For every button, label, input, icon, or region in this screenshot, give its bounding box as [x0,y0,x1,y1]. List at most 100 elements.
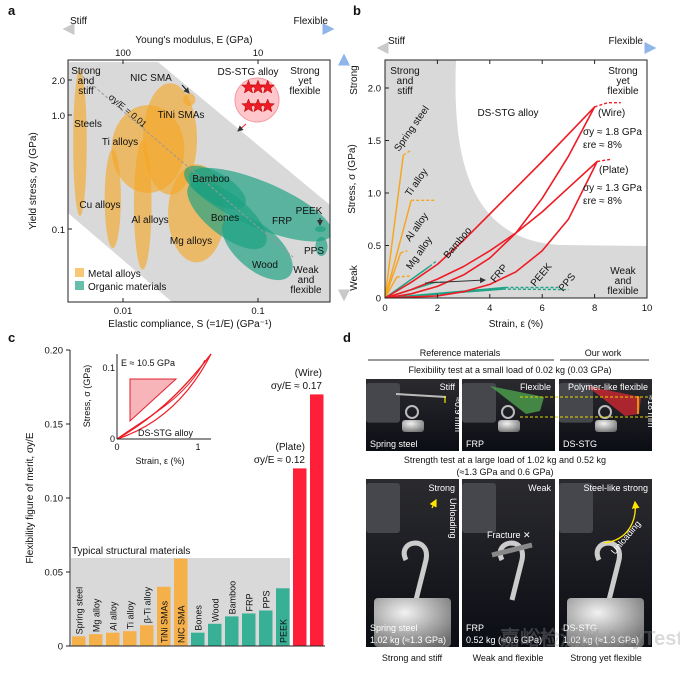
inset-xtick-1: 1 [195,442,200,452]
region-label-bones: Bones [211,213,239,224]
corner-strong-stiff-3: stiff [78,86,94,97]
dsstg-star-point [260,79,276,94]
dsstg-star-point [260,98,276,113]
y-axis-title-b: Stress, σ (GPa) [347,144,358,214]
hook-icon [405,405,419,419]
guide-line [74,69,294,258]
clamp-fixture [366,383,400,423]
bar-pps [259,610,273,646]
curve-extension-ds-stg-alloy-wire [594,101,621,108]
inset-y-title: Stress, σ (GPa) [82,365,92,428]
region-pps [315,237,328,256]
panel-label-c: c [8,330,15,345]
legend-swatch-organic [75,281,84,290]
photo-name: DS-STG [563,623,597,633]
dsstg-label-a: DS-STG alloy [217,67,278,78]
flexible-label: Flexible [294,16,329,27]
flex-test-photo-spring-steel: Stiff Spring steel ≈0.9 mm [366,379,463,451]
clamp-fixture [559,483,593,533]
y-tick-1: 1.0 [52,111,65,122]
strength-test-subtitle: (≈1.3 GPa and 0.6 GPa) [457,467,554,477]
x-axis-title-a: Elastic compliance, S (=1/E) (GPa⁻¹) [108,319,271,330]
region-cu-alloys [104,149,121,249]
x-tick-label: 6 [540,303,545,314]
corner-strong-flexible-2: yet [298,76,312,87]
hook-icon [401,540,429,601]
bar-wood [208,623,222,646]
photo-name: Spring steel [370,439,418,449]
photo-name: FRP [466,439,484,449]
corner-weak-flexible-3: flexible [290,285,322,296]
photo-tag: Stiff [440,382,456,392]
bar-ti-alloy [140,625,154,646]
wire-bar-value: σy/E ≈ 0.17 [271,381,323,392]
region-label-peek: PEEK [296,206,323,217]
bar-label-ti-alloy: Ti alloy [126,601,136,630]
hook-icon [594,540,622,601]
clamp-fixture [462,383,496,423]
bar-label-tini-smas: TiNi SMAs [160,600,170,643]
x2-tick-100: 100 [115,48,131,59]
panel-c: c Typical structural materials Spring st… [8,330,325,653]
region-steels [73,69,87,217]
region-label-steels: Steels [74,119,102,130]
y-tick-0.1: 0.1 [52,225,65,236]
curve-mg-alloy [385,276,398,298]
y-tick-label: 0.5 [368,241,381,252]
x-tick-label: 8 [592,303,597,314]
region-label-ti: Ti alloys [102,137,138,148]
our-work-header: Our work [585,348,622,358]
corner-strong-stiff-1: Strong [71,66,100,77]
bar-label-al-alloy: Al alloy [109,601,119,631]
bar-tini-smas [157,586,171,646]
photo-name: FRP [466,623,484,633]
region-label-mg: Mg alloys [170,236,212,247]
corner-weak-flexible-1: Weak [293,265,319,276]
unloading-note: Unloading [448,498,458,539]
plate-bar-label: (Plate) [276,442,305,453]
region-label-al: Al alloys [131,215,168,226]
inset-label: DS-STG alloy [138,428,194,438]
legend-label-organic: Organic materials [88,282,166,293]
hook-icon [501,405,515,419]
strength-test-photo-frp: Weak FRP 0.52 kg (≈0.6 GPa) Fracture ✕ [462,479,555,647]
bar-al-alloy [106,632,120,646]
bar-label-wood: Wood [211,598,221,621]
typical-materials-label: Typical structural materials [72,546,190,557]
x-axis-title-b: Strain, ε (%) [489,319,543,330]
inset-stress-strain: E ≈ 10.5 GPa DS-STG alloy 0.1 0 0 1 Stra… [82,353,212,466]
plot-frame-a [67,59,331,303]
weight-icon [374,598,451,647]
inset-xtick-0: 0 [114,442,119,452]
dsstg-pointer-arrow [237,123,247,132]
caption-strong-flexible: Strong yet flexible [570,653,642,663]
photo-load: 1.02 kg (≈1.3 GPa) [370,635,446,645]
plate-bar-value: σy/E ≈ 0.12 [254,455,306,466]
clamp-fixture [366,483,400,533]
conventional-region [385,60,647,298]
curve-extension-bamboo [429,259,438,268]
region-nic-sma [183,93,196,106]
bar-label-spring-steel: Spring steel [75,587,85,635]
flexibility-test-title: Flexibility test at a small load of 0.02… [408,365,611,375]
flex-test-photo-frp: Flexible FRP [462,379,555,451]
bar-bones [191,632,205,646]
x2-axis-title: Young's modulus, E (GPa) [135,35,252,46]
hook-icon [598,405,612,419]
photo-tag: Flexible [520,382,551,392]
inset-loop-curve [116,359,206,440]
panel-b: b Stiff Flexible Strong Weak 0 2 4 6 8 10 0 0.5… [338,3,657,330]
y-tick-label: 1.5 [368,136,381,147]
inset-x-title: Strain, ε (%) [135,456,184,466]
region-label-nic: NIC SMA [130,73,172,84]
b-corner-strong-stiff-3: stiff [397,86,413,97]
fracture-note: Fracture ✕ [487,530,531,540]
stiff-label-b: Stiff [388,36,405,47]
b-corner-strong-flexible-1: Strong [608,66,637,77]
bar-label-nic-sma: NIC SMA [177,605,187,643]
bar-label-pps: PPS [262,590,272,608]
x-tick-label: 0 [382,303,387,314]
legend-label-metal: Metal alloys [88,269,141,280]
bar-nic-sma [174,558,188,646]
